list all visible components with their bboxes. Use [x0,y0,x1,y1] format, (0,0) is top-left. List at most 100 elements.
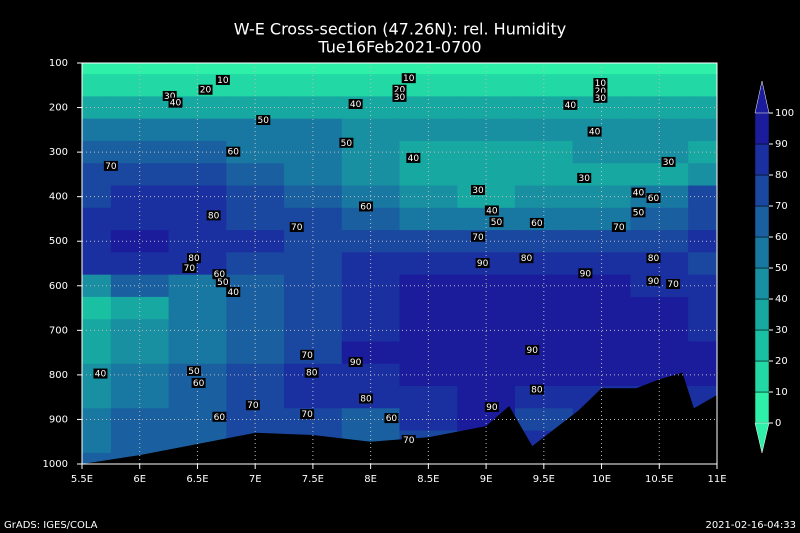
x-tick-label: 7.5E [302,474,324,485]
contour-label: 90 [580,269,592,279]
humidity-cell [226,386,285,409]
contour-label-bg [661,156,676,167]
contour-label: 30 [579,174,591,184]
contour-label-bg [529,217,544,228]
colorbar-swatch [754,360,770,393]
contour-label-bg [631,187,646,198]
footer-right: 2021-02-16-04:33 [705,520,796,531]
humidity-cell [514,140,574,164]
humidity-cell [688,63,718,75]
humidity-cell [82,230,112,253]
humidity-cell [341,163,400,187]
contour-label-bg [563,99,578,110]
contour-label: 30 [663,158,675,168]
humidity-cell [572,185,631,209]
contour-label-bg [471,231,486,242]
humidity-cell [399,274,458,298]
humidity-cell [82,118,112,142]
contour-label: 60 [214,270,226,280]
humidity-cell [284,230,343,253]
humidity-cell [399,386,458,409]
humidity-cell [82,408,112,432]
contour-label: 10 [217,76,229,86]
humidity-cell [457,296,516,320]
contour-label: 60 [386,414,398,424]
humidity-cell [572,274,631,298]
contour-label: 90 [477,259,489,269]
contour-label: 70 [301,410,313,420]
contour-label-bg [289,221,304,232]
contour-label-bg [392,84,407,95]
colorbar-swatch [754,112,770,145]
contour-label-bg [646,193,661,204]
humidity-cell [572,118,631,142]
humidity-cell [82,341,112,365]
y-tick-label: 900 [49,414,68,425]
humidity-cell [110,386,170,409]
humidity-cell [514,63,574,75]
contour-label: 50 [633,208,645,218]
contour-label: 30 [595,94,607,104]
contour-label-bg [300,409,315,420]
y-tick-label: 1000 [43,459,68,470]
x-tick-label: 8E [364,474,377,485]
contour-label: 80 [531,386,543,396]
humidity-cell [82,296,112,320]
colorbar-tick-label: 60 [775,232,788,243]
contour-label: 60 [531,219,543,229]
humidity-cell [630,230,689,253]
humidity-cell [399,163,458,187]
contour-label: 40 [408,154,420,164]
humidity-cell [110,185,170,209]
colorbar-tick-label: 50 [775,263,788,274]
contour-label-bg [198,84,213,95]
contour-label-bg [646,253,661,264]
humidity-cell [284,163,343,187]
contour-label-bg [401,434,416,445]
humidity-cell [82,74,112,97]
x-tick-label: 10E [592,474,611,485]
humidity-cell [110,274,170,298]
contour-label-bg [593,78,608,89]
contour-label-bg [215,74,230,85]
contour-label-bg [484,205,499,216]
humidity-cell [341,296,400,320]
humidity-cell [572,296,631,320]
humidity-cell [226,74,285,97]
humidity-cell [168,274,227,298]
humidity-cell [688,207,718,231]
contour-label: 80 [208,211,220,221]
contour-label: 70 [184,264,196,274]
humidity-cell [110,230,170,253]
humidity-cell [168,185,227,209]
y-tick-label: 100 [49,58,68,69]
humidity-cell [688,252,718,276]
humidity-cell [284,386,343,409]
humidity-cell [168,118,227,142]
humidity-cell [284,185,343,209]
humidity-cell [82,207,112,231]
contour-label-bg [339,137,354,148]
humidity-cell [688,296,718,320]
contour-label-bg [519,253,534,264]
contour-label-bg [593,86,608,97]
humidity-cell [168,296,227,320]
contour-label: 60 [228,148,240,158]
contour-label-bg [348,98,363,109]
contour-label-bg [631,207,646,218]
humidity-cell [284,140,343,164]
contour-label-bg [93,368,108,379]
humidity-cell [82,63,112,75]
contour-label: 50 [341,139,353,149]
contour-label: 90 [350,358,362,368]
colorbar-swatch [754,298,770,331]
humidity-cell [630,296,689,320]
humidity-cell [630,341,689,365]
contour-label: 40 [228,288,240,298]
colorbar-min-arrow [754,422,770,454]
contour-label: 70 [472,233,484,243]
colorbar-tick-label: 30 [775,325,788,336]
humidity-cell [514,163,574,187]
humidity-cell [226,63,285,75]
